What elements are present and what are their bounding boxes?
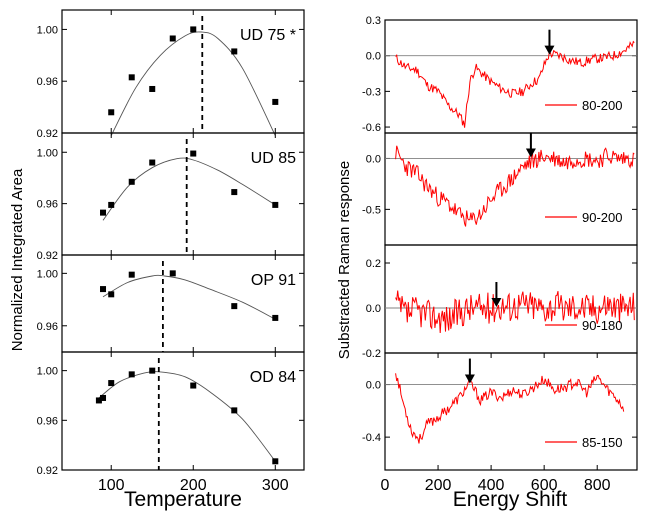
panel-right-4: -0.4 0.0 0 200 400 600 800 85-150 bbox=[362, 352, 638, 494]
panel-right-2: -0.5 0.0 90-200 bbox=[362, 132, 638, 246]
data-point bbox=[231, 407, 238, 414]
arrow-head bbox=[464, 374, 475, 384]
x-tick-label: 800 bbox=[584, 477, 611, 494]
panel-right-3: -0.2 0.0 0.2 90-180 bbox=[362, 244, 638, 360]
panel-label: OD 84 bbox=[250, 369, 296, 386]
panel-frame bbox=[384, 19, 638, 134]
raman-spectrum bbox=[395, 145, 635, 227]
y-tick-label: 0.0 bbox=[366, 153, 381, 165]
y-tick-label: 0.96 bbox=[37, 76, 58, 88]
panel-label: UD 75 * bbox=[240, 27, 296, 44]
fit-curve bbox=[102, 157, 276, 221]
panel-frame bbox=[384, 132, 638, 246]
y-tick-label: 1.00 bbox=[37, 24, 58, 36]
y-tick-label: 0.96 bbox=[37, 321, 58, 333]
right-x-axis-title: Energy Shift bbox=[453, 488, 568, 511]
data-point bbox=[231, 189, 238, 196]
fit-curve bbox=[110, 31, 276, 136]
y-tick-label: -0.6 bbox=[362, 122, 381, 134]
raman-spectrum bbox=[395, 40, 635, 128]
data-point bbox=[272, 201, 279, 208]
data-point bbox=[231, 48, 238, 55]
data-point bbox=[149, 85, 156, 92]
panel-left-2: 0.92 0.96 1.00 UD 85 bbox=[37, 132, 305, 262]
data-point bbox=[128, 271, 135, 278]
raman-spectrum bbox=[395, 373, 625, 444]
data-point bbox=[128, 371, 135, 378]
y-tick-label: 0.3 bbox=[366, 15, 381, 27]
x-tick-label: 0 bbox=[381, 477, 390, 494]
data-point bbox=[169, 270, 176, 277]
x-tick-label: 100 bbox=[98, 477, 125, 494]
legend-label: 85-150 bbox=[582, 435, 622, 450]
y-tick-label: 0.92 bbox=[37, 128, 58, 140]
raman-spectrum bbox=[395, 290, 635, 334]
fit-curve bbox=[102, 274, 276, 320]
data-point bbox=[272, 458, 279, 465]
data-point bbox=[149, 159, 156, 166]
panel-label: OP 91 bbox=[251, 272, 296, 289]
data-point bbox=[272, 98, 279, 105]
legend-label: 80-200 bbox=[582, 98, 622, 113]
data-point bbox=[128, 74, 135, 81]
x-tick-label: 200 bbox=[425, 477, 452, 494]
data-point bbox=[272, 314, 279, 321]
y-tick-label: 0.92 bbox=[37, 250, 58, 262]
y-tick-label: 0.96 bbox=[37, 199, 58, 211]
fit-curve bbox=[98, 371, 276, 462]
panel-label: UD 85 bbox=[251, 150, 296, 167]
y-tick-label: 0.0 bbox=[366, 380, 381, 392]
panels: 0.92 0.96 1.00 UD 75 * 0.92 0.96 1.00 UD 85 0.96… bbox=[37, 9, 638, 494]
panel-frame bbox=[61, 351, 305, 471]
y-tick-label: -0.4 bbox=[362, 432, 381, 444]
y-tick-label: 1.00 bbox=[37, 366, 58, 378]
data-point bbox=[190, 150, 197, 157]
data-point bbox=[169, 35, 176, 42]
arrow-head bbox=[544, 45, 555, 55]
data-point bbox=[128, 178, 135, 185]
panel-frame bbox=[61, 254, 305, 353]
data-point bbox=[108, 380, 115, 387]
x-tick-label: 200 bbox=[180, 477, 207, 494]
data-point bbox=[100, 209, 107, 216]
legend-label: 90-180 bbox=[582, 318, 622, 333]
x-tick-label: 300 bbox=[262, 477, 289, 494]
panel-left-4: 0.92 0.96 1.00 100 200 300 OD 84 bbox=[37, 351, 305, 494]
panel-left-1: 0.92 0.96 1.00 UD 75 * bbox=[37, 9, 305, 140]
y-tick-label: -0.5 bbox=[362, 204, 381, 216]
panel-right-1: -0.6 -0.3 0.0 0.3 80-200 bbox=[362, 15, 638, 134]
panel-frame bbox=[384, 244, 638, 354]
data-point bbox=[95, 397, 102, 404]
y-tick-label: 1.00 bbox=[37, 268, 58, 280]
y-tick-label: 0.2 bbox=[366, 258, 381, 270]
data-point bbox=[108, 109, 115, 116]
data-point bbox=[149, 367, 156, 374]
data-point bbox=[190, 26, 197, 33]
y-tick-label: -0.3 bbox=[362, 86, 381, 98]
data-point bbox=[108, 291, 115, 298]
y-tick-label: 1.00 bbox=[37, 147, 58, 159]
y-tick-label: 0.92 bbox=[37, 465, 58, 477]
panel-left-3: 0.96 1.00 OP 91 bbox=[37, 254, 305, 353]
arrow-head bbox=[491, 298, 502, 307]
left-y-axis-title: Normalized Integrated Area bbox=[9, 168, 26, 351]
arrow-head bbox=[525, 148, 536, 158]
right-y-axis-title: Substracted Raman response bbox=[336, 161, 353, 359]
x-tick-label: 600 bbox=[531, 477, 558, 494]
left-x-axis-title: Temperature bbox=[124, 488, 242, 511]
legend-label: 90-200 bbox=[582, 210, 622, 225]
data-point bbox=[190, 382, 197, 389]
data-point bbox=[108, 201, 115, 208]
panel-frame bbox=[384, 352, 638, 471]
data-point bbox=[100, 394, 107, 401]
data-point bbox=[100, 286, 107, 293]
y-tick-label: 0.96 bbox=[37, 415, 58, 427]
y-tick-label: -0.2 bbox=[362, 348, 381, 360]
y-tick-label: 0.0 bbox=[366, 51, 381, 63]
x-tick-label: 400 bbox=[478, 477, 505, 494]
data-point bbox=[231, 303, 238, 310]
y-tick-label: 0.0 bbox=[366, 303, 381, 315]
